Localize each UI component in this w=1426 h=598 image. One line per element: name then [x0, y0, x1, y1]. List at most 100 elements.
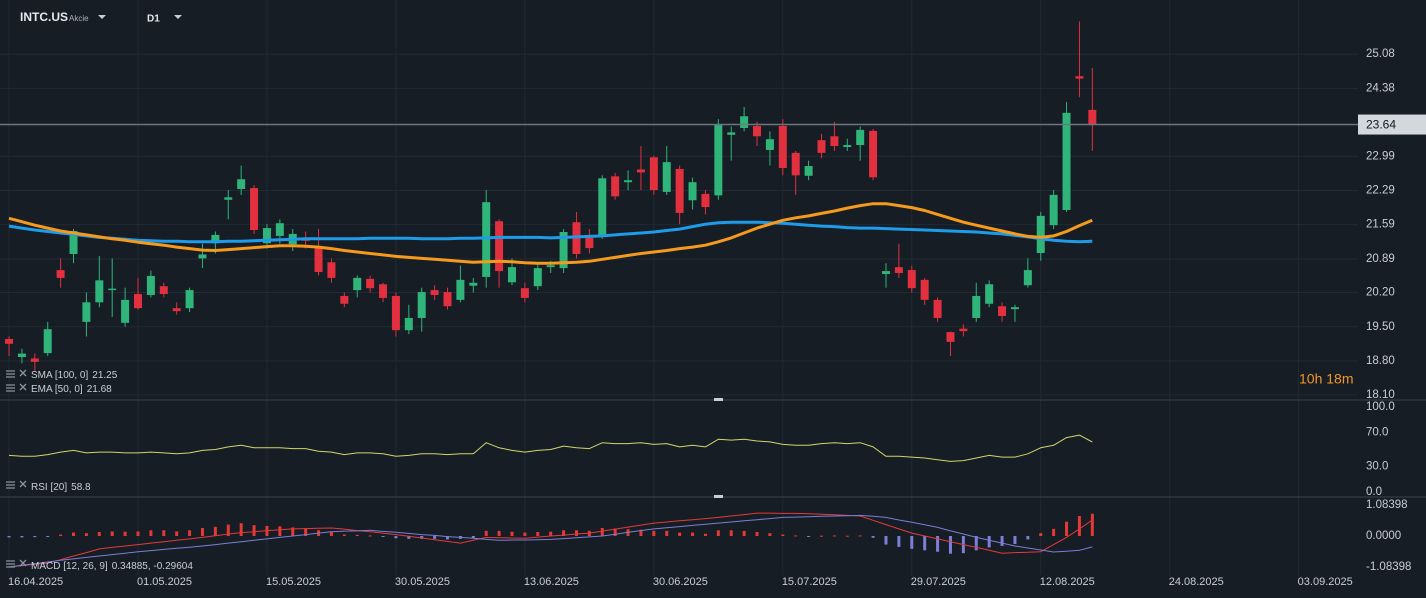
candle-body [688, 182, 697, 201]
histogram-bar [510, 531, 514, 536]
histogram-bar [845, 535, 849, 537]
timeframe-selector[interactable]: D1 [147, 14, 182, 25]
candle-body [82, 302, 91, 322]
histogram-bar [639, 529, 643, 536]
y-tick-label: 18.10 [1366, 389, 1395, 401]
histogram-bar [742, 530, 746, 536]
resize-handle[interactable] [714, 398, 723, 401]
candle-body [224, 197, 233, 200]
candle-body [146, 275, 155, 295]
indicator-line [8, 220, 1093, 244]
candle-body [469, 282, 478, 286]
candle-body [1075, 76, 1084, 79]
candle-body [778, 126, 787, 169]
candle-body [520, 288, 529, 298]
candle-body [998, 306, 1007, 316]
candle-body [1088, 109, 1097, 125]
candle-body [43, 329, 52, 354]
legend-value: 58.8 [71, 482, 91, 493]
grid [0, 0, 1358, 575]
indicator-line [8, 434, 1093, 462]
candle-body [753, 126, 762, 137]
y-tick-label: -1.08398 [1366, 561, 1411, 573]
candle-body [585, 237, 594, 249]
candle-body [791, 152, 800, 176]
histogram-bar [33, 536, 37, 538]
candle-body [662, 162, 671, 192]
histogram-bar [46, 536, 50, 537]
candle-body [17, 353, 26, 358]
candle-body [417, 292, 426, 318]
legend-value: 21.25 [92, 370, 117, 381]
histogram-bar [858, 535, 862, 537]
legend-icons[interactable] [6, 369, 27, 568]
candle-body [133, 294, 142, 309]
candle-body [159, 286, 168, 295]
histogram-bar [291, 527, 295, 536]
histogram-bar [549, 531, 553, 536]
candle-body [340, 295, 349, 304]
histogram-bar [59, 534, 63, 536]
y-tick-label: 20.89 [1366, 253, 1395, 265]
legends: SMA [100, 0] 21.25 EMA [50, 0] 21.68 RSI [… [6, 369, 193, 572]
histogram-bar [329, 531, 333, 536]
histogram-bar [110, 531, 114, 536]
candle-body [185, 290, 194, 309]
candle-body [546, 265, 555, 268]
candle-body [636, 169, 645, 173]
legend-entry: MACD [12, 26, 9] 0.34885, -0.29604 [31, 561, 193, 572]
histogram-bar [665, 530, 669, 536]
histogram-bar [691, 532, 695, 536]
histogram-bar [574, 530, 578, 536]
histogram-bar [149, 530, 153, 536]
candle-body [843, 145, 852, 148]
histogram-bar [394, 536, 398, 539]
candle-body [262, 228, 271, 244]
candle-body [121, 299, 130, 323]
candle-body [675, 168, 684, 213]
legend-icon [6, 383, 27, 392]
y-tick-label: 1.08398 [1366, 499, 1408, 511]
histogram-bar [562, 530, 566, 536]
candle-body [314, 246, 323, 273]
histogram-bar [162, 530, 166, 536]
marks [0, 21, 1358, 568]
candle-body [894, 267, 903, 274]
histogram-bar [188, 530, 192, 536]
histogram-bar [7, 536, 11, 538]
x-tick-label: 03.09.2025 [1298, 576, 1353, 588]
y-tick-label: 21.59 [1366, 219, 1395, 231]
histogram-bar [768, 533, 772, 536]
histogram-bar [407, 536, 411, 539]
candle-body [327, 262, 336, 278]
candle-body [533, 268, 542, 287]
candle-body [1010, 307, 1019, 310]
histogram-bar [175, 531, 179, 536]
resize-handle[interactable] [714, 495, 723, 498]
candle-body [353, 277, 362, 291]
candle-body [495, 221, 504, 272]
x-tick-label: 29.07.2025 [911, 576, 966, 588]
histogram-bar [368, 535, 372, 537]
y-tick-label: 22.29 [1366, 185, 1395, 197]
candle-body [5, 338, 14, 344]
x-tick-label: 16.04.2025 [8, 576, 63, 588]
candle-body [366, 278, 375, 289]
histogram-bar [523, 532, 527, 536]
histogram-bar [1065, 521, 1069, 536]
histogram-bar [226, 524, 230, 536]
y-tick-label: 20.20 [1366, 287, 1395, 299]
symbol-selector[interactable]: INTC.US Akcie [20, 10, 106, 24]
candle-body [482, 202, 491, 277]
histogram-bar [97, 531, 101, 536]
candle-body [69, 231, 78, 254]
candle-body [933, 299, 942, 318]
candle-body [611, 176, 620, 197]
legend-value: 21.68 [87, 384, 112, 395]
histogram-bar [807, 536, 811, 537]
legend-entry: SMA [100, 0] 21.25 [31, 370, 118, 381]
dropdown-caret [174, 15, 182, 19]
